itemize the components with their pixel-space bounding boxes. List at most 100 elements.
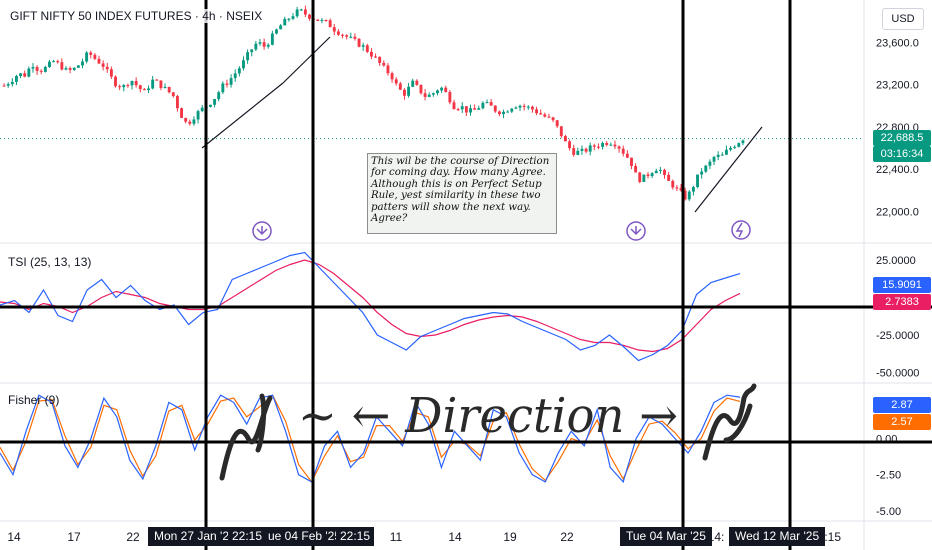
candle-body — [48, 61, 51, 67]
event-icon-3[interactable] — [731, 220, 751, 240]
candle-body — [138, 85, 142, 90]
time-tick-label: 22 — [560, 530, 574, 544]
fisher-tick-label: 0.00 — [876, 434, 897, 446]
fisher-pane-title: Fisher (9) — [8, 393, 60, 407]
candle-body — [609, 144, 613, 146]
event-icon-1[interactable] — [252, 221, 272, 241]
tsi-pane-title: TSI (25, 13, 13) — [8, 255, 92, 269]
fisher-tick-label: -2.50 — [876, 470, 901, 482]
candle-body — [584, 148, 588, 152]
candle-body — [613, 144, 617, 147]
annotation-line: Although this is on Perfect Setup — [371, 178, 542, 190]
crosshair-time-label-3: ue 04 Feb '25 — [262, 527, 348, 546]
currency-selector[interactable]: USD — [882, 8, 924, 30]
candle-body — [634, 165, 638, 173]
fisher-tick-label: -5.00 — [876, 506, 901, 518]
candle-body — [27, 68, 31, 77]
candle-body — [64, 68, 68, 70]
candle-body — [213, 99, 217, 105]
candle-body — [349, 36, 353, 38]
event-icon-2[interactable] — [626, 221, 646, 241]
crosshair-time-label-5: Tue 04 Mar '25 — [620, 527, 712, 546]
candle-body — [568, 141, 572, 149]
candle-body — [180, 108, 184, 118]
candle-body — [469, 108, 472, 113]
candle-body — [576, 150, 580, 155]
candle-body — [68, 68, 72, 70]
candle-body — [225, 83, 229, 85]
trend-line-left[interactable] — [201, 82, 284, 149]
candle-body — [394, 79, 398, 84]
candle-body — [122, 85, 126, 88]
candle-body — [250, 49, 254, 53]
candle-body — [427, 94, 431, 97]
tsi-tick-label: -50.0000 — [876, 368, 919, 380]
candle-body — [341, 34, 344, 36]
candle-body — [522, 105, 526, 107]
candle-body — [196, 111, 200, 120]
candle-body — [403, 89, 406, 96]
candle-body — [97, 58, 101, 64]
candle-body — [630, 157, 633, 166]
annotation-line: for coming day. How many Agree. — [371, 167, 546, 179]
candle-body — [663, 169, 666, 175]
candle-body — [448, 92, 452, 103]
candle-body — [175, 96, 179, 109]
candle-body — [481, 102, 485, 109]
price-tick-label: 22,000.0 — [876, 206, 919, 218]
candle-body — [287, 18, 291, 20]
countdown-label: 03:16:34 — [873, 146, 931, 162]
candle-body — [151, 79, 155, 89]
crosshair-time-label-4: 22:15 — [336, 527, 375, 546]
candle-body — [167, 86, 171, 93]
events-layer — [252, 220, 751, 241]
text-annotation[interactable]: This wil be the course of Direction for … — [367, 153, 557, 234]
last-price-label: 22,688.5 — [873, 130, 931, 146]
candle-body — [39, 70, 43, 72]
candle-body — [390, 73, 394, 80]
candle-body — [56, 61, 60, 63]
time-tick-label: 14 — [448, 530, 462, 544]
candle-body — [667, 174, 671, 181]
price-tick-label: 23,200.0 — [876, 80, 919, 92]
tsi-signal-line — [0, 259, 741, 353]
candle-body — [2, 85, 6, 87]
candle-body — [295, 9, 299, 17]
candle-body — [254, 43, 258, 50]
candle-body — [159, 80, 163, 88]
trend-line-peak[interactable] — [282, 36, 331, 84]
candle-body — [724, 149, 728, 155]
crosshair-time-label-2: 22:15 — [228, 527, 267, 546]
candle-body — [464, 106, 468, 113]
annotation-line: Agree? — [371, 213, 408, 225]
candle-body — [52, 61, 56, 63]
annotation-line: patters will show the next way. — [371, 201, 531, 213]
candle-body — [485, 102, 489, 104]
candle-body — [324, 19, 328, 21]
candle-body — [415, 80, 419, 85]
time-tick-label: 19 — [503, 530, 517, 544]
candle-body — [679, 187, 683, 191]
candle-body — [720, 154, 724, 156]
candle-body — [456, 109, 460, 111]
candle-body — [712, 156, 716, 162]
candle-body — [708, 161, 712, 166]
candle-body — [130, 80, 134, 86]
trend-line-right[interactable] — [694, 126, 763, 213]
candle-body — [493, 105, 497, 112]
candle-body — [221, 83, 225, 93]
crosshair-time-label-1: Mon 27 Jan '25 — [148, 527, 242, 546]
candle-body — [147, 88, 150, 91]
candle-body — [559, 126, 563, 137]
candle-body — [19, 73, 23, 77]
candle-body — [345, 35, 349, 37]
candle-body — [365, 45, 369, 52]
candle-body — [398, 83, 402, 90]
time-tick-label: 17 — [67, 530, 81, 544]
candle-body — [35, 67, 39, 71]
candle-body — [625, 153, 629, 158]
price-pane — [0, 5, 864, 201]
annotation-line: This wil be the course of Direction — [371, 156, 550, 167]
candle-body — [15, 76, 18, 82]
